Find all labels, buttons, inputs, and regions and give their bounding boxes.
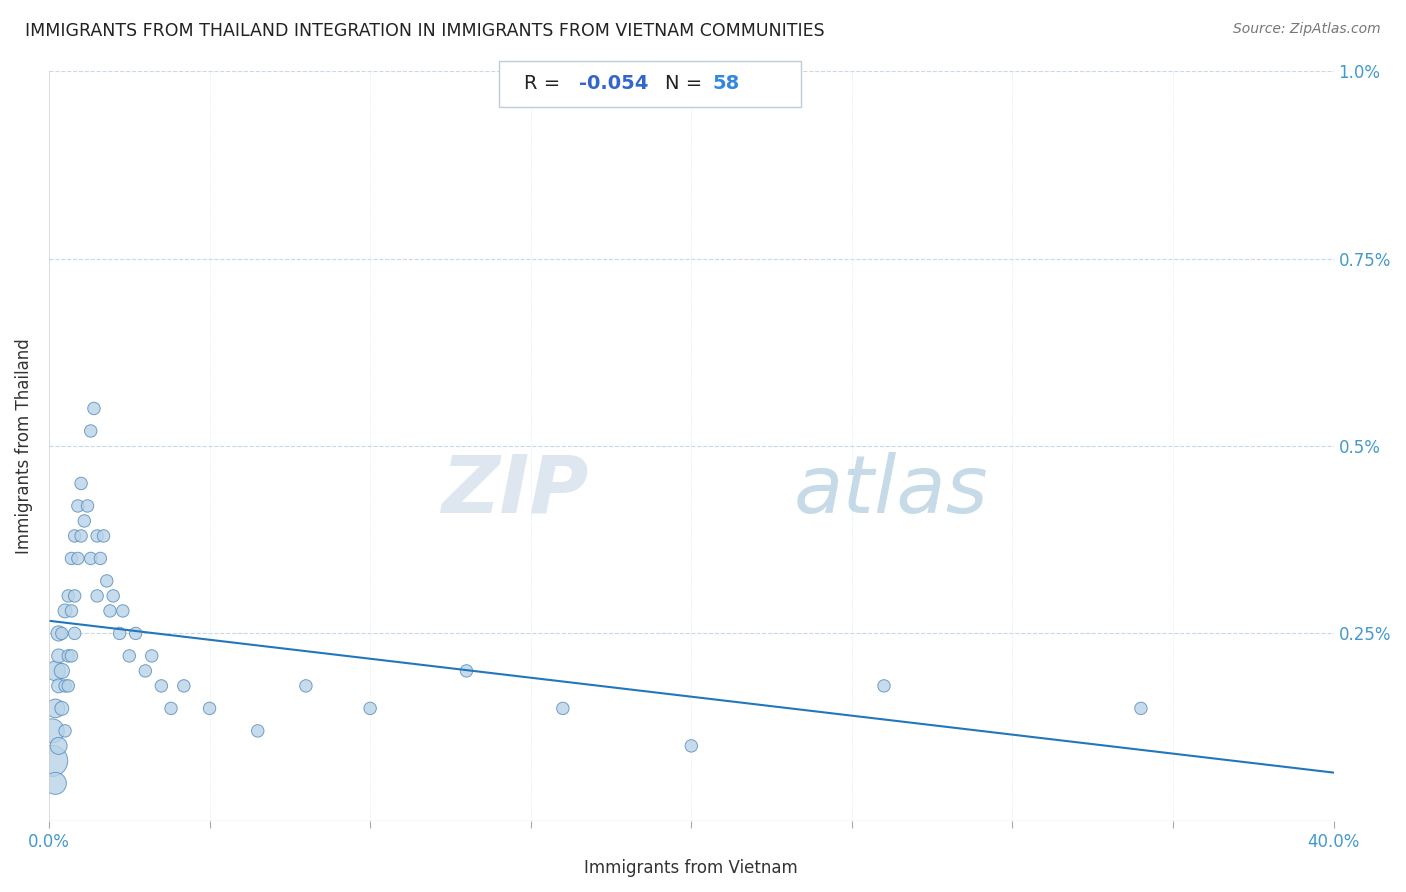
- Point: [246, 723, 269, 738]
- Point: [44, 664, 66, 678]
- Text: N =: N =: [665, 74, 709, 94]
- Point: [60, 648, 83, 663]
- Point: [53, 604, 76, 618]
- Point: [873, 679, 896, 693]
- Point: [141, 648, 163, 663]
- Point: [63, 626, 86, 640]
- Point: [80, 424, 103, 438]
- Point: [98, 604, 121, 618]
- Point: [51, 701, 73, 715]
- Point: [58, 679, 80, 693]
- Point: [44, 701, 66, 715]
- Point: [551, 701, 574, 715]
- Text: 58: 58: [713, 74, 740, 94]
- Point: [456, 664, 478, 678]
- Point: [41, 723, 63, 738]
- Point: [48, 626, 70, 640]
- Point: [44, 776, 66, 790]
- Y-axis label: Immigrants from Thailand: Immigrants from Thailand: [15, 338, 32, 554]
- Point: [86, 589, 108, 603]
- Point: [51, 664, 73, 678]
- X-axis label: Immigrants from Vietnam: Immigrants from Vietnam: [585, 859, 799, 877]
- Point: [48, 648, 70, 663]
- Point: [150, 679, 173, 693]
- Text: -0.054: -0.054: [579, 74, 648, 94]
- Point: [66, 551, 89, 566]
- Point: [93, 529, 115, 543]
- Point: [118, 648, 141, 663]
- Point: [51, 626, 73, 640]
- Text: Source: ZipAtlas.com: Source: ZipAtlas.com: [1233, 22, 1381, 37]
- Point: [60, 551, 83, 566]
- Point: [48, 739, 70, 753]
- Point: [66, 499, 89, 513]
- Point: [198, 701, 221, 715]
- Point: [134, 664, 156, 678]
- Point: [681, 739, 703, 753]
- Point: [173, 679, 195, 693]
- Point: [295, 679, 318, 693]
- Point: [48, 679, 70, 693]
- Point: [96, 574, 118, 588]
- Point: [86, 529, 108, 543]
- Text: IMMIGRANTS FROM THAILAND INTEGRATION IN IMMIGRANTS FROM VIETNAM COMMUNITIES: IMMIGRANTS FROM THAILAND INTEGRATION IN …: [25, 22, 825, 40]
- Point: [70, 476, 93, 491]
- Text: R =: R =: [524, 74, 567, 94]
- Point: [83, 401, 105, 416]
- Point: [63, 529, 86, 543]
- Point: [80, 551, 103, 566]
- Text: atlas: atlas: [794, 452, 988, 530]
- Point: [70, 529, 93, 543]
- Point: [108, 626, 131, 640]
- Point: [125, 626, 148, 640]
- Point: [89, 551, 111, 566]
- Point: [58, 589, 80, 603]
- Point: [58, 648, 80, 663]
- Point: [359, 701, 381, 715]
- Point: [60, 604, 83, 618]
- Point: [76, 499, 98, 513]
- Point: [160, 701, 183, 715]
- Point: [41, 754, 63, 768]
- Point: [63, 589, 86, 603]
- Point: [53, 679, 76, 693]
- Point: [111, 604, 134, 618]
- Point: [103, 589, 125, 603]
- Point: [73, 514, 96, 528]
- Text: ZIP: ZIP: [441, 452, 589, 530]
- Point: [53, 723, 76, 738]
- Point: [1129, 701, 1152, 715]
